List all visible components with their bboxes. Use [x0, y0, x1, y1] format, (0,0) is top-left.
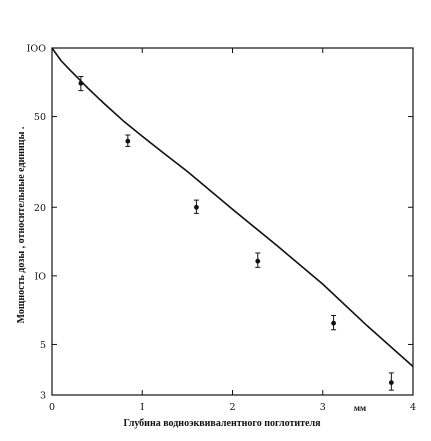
y-axis-label: Мощность дозы , относительные единицы .	[16, 126, 27, 323]
x-tick-label: I	[140, 402, 144, 413]
labels-layer: Глубина водноэквивалентного поглотителя …	[16, 126, 366, 429]
fit-curve	[51, 47, 414, 368]
y-tick-label: 20	[34, 203, 46, 214]
data-point	[125, 138, 131, 144]
data-point	[255, 258, 261, 264]
x-tick-label: 0	[49, 402, 55, 413]
x-tick-label: 3	[320, 402, 326, 413]
axes	[51, 47, 414, 396]
ticks: 0 I 2 3 4 3 5 IO 20 50 IOO	[27, 44, 416, 414]
plot-frame	[51, 47, 414, 396]
y-tick-label: IOO	[27, 44, 47, 55]
x-axis-label: Глубина водноэквивалентного поглотителя	[123, 418, 321, 429]
x-tick-label: 2	[229, 402, 235, 413]
x-axis-unit: мм	[354, 403, 366, 413]
y-tick-label: 50	[34, 112, 46, 123]
data-point	[78, 80, 84, 86]
points-layer	[78, 75, 394, 391]
y-tick-label: 3	[40, 391, 46, 402]
x-tick-label: 4	[410, 402, 416, 413]
data-point	[194, 204, 199, 210]
y-tick-label: IO	[34, 271, 46, 282]
y-tick-label: 5	[40, 340, 46, 351]
data-point	[388, 380, 394, 386]
curve-layer	[51, 47, 414, 368]
data-point	[331, 320, 336, 326]
